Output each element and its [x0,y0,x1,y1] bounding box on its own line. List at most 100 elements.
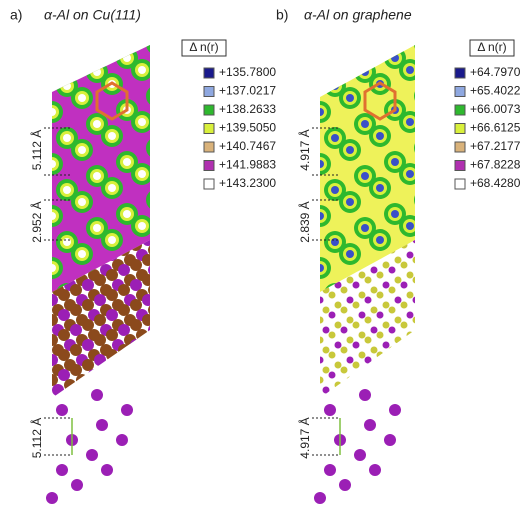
density-core [48,212,56,220]
density-ring [448,231,462,245]
legend-swatch [455,142,465,152]
substrate-atom [389,347,396,354]
density-core [33,96,41,104]
density-ring [429,97,451,119]
density-core [123,210,131,218]
density-ring [15,119,29,133]
density-ring [176,227,198,249]
density-core [436,208,444,216]
al-atom [91,389,103,401]
substrate-atom [58,289,70,301]
substrate-atom [124,354,136,366]
substrate-atom [329,372,336,379]
substrate-atom [323,347,330,354]
substrate-atom [419,207,426,214]
density-core [168,0,176,8]
substrate-atom [383,362,390,369]
density-ring [433,205,447,219]
substrate-atom [383,342,390,349]
density-core [93,68,101,76]
substrate-atom [118,264,130,276]
substrate-atom [347,297,354,304]
al-atom [121,404,133,416]
density-core [33,304,41,312]
substrate-atom [389,267,396,274]
substrate-atom [353,302,360,309]
density-core [168,208,176,216]
density-ring [279,271,301,293]
substrate-atom [317,357,324,364]
substrate-atom [136,349,148,361]
legend-label: +141.9883 [219,158,276,172]
al-atom [96,419,108,431]
density-ring [180,75,194,89]
substrate-atom [58,309,70,321]
density-ring [414,137,436,159]
density-core [451,78,459,86]
substrate-atom [335,302,342,309]
density-ring [161,45,183,67]
legend-label: +64.7970 [470,65,521,79]
density-core [63,134,71,142]
substrate-atom [335,322,342,329]
substrate-atom [407,312,414,319]
substrate-atom [419,287,426,294]
substrate-atom [407,272,414,279]
density-ring [176,19,198,41]
legend-swatch [455,179,465,189]
density-ring [298,249,312,263]
density-ring [150,141,164,155]
density-core [78,250,86,258]
density-ring [418,193,432,207]
dimension-label: 2.952 Å [29,201,44,242]
density-core [286,70,294,78]
substrate-atom [106,349,118,361]
dimension-label: 4.917 Å [297,417,312,458]
substrate-atom [395,357,402,364]
figure: a) α-Al on Cu(111) b) α-Al on graphene 5… [0,0,527,509]
density-ring [283,119,297,133]
substrate-atom [347,337,354,344]
density-core [421,248,429,256]
density-ring [414,33,436,55]
substrate-atom [94,274,106,286]
density-core [168,156,176,164]
substrate-atom [106,329,118,341]
density-ring [15,223,29,237]
density-ring [418,89,432,103]
density-ring [298,93,312,107]
legend-label: +140.7467 [219,139,276,153]
density-core [108,236,116,244]
substrate-atom [142,294,154,306]
substrate-atom [94,334,106,346]
density-core [286,122,294,130]
panel-title: α-Al on graphene [304,7,412,23]
density-ring [313,53,327,67]
density-core [376,184,384,192]
density-ring [418,245,432,259]
legend-label: +66.0073 [470,102,521,116]
al-atom [116,434,128,446]
density-ring [294,89,316,111]
density-core [346,146,354,154]
substrate-atom [359,352,366,359]
density-ring [444,19,466,41]
substrate-atom [341,287,348,294]
substrate-atom [130,319,142,331]
substrate-atom [70,324,82,336]
density-ring [283,171,297,185]
substrate-atom [130,259,142,271]
density-core [346,198,354,206]
substrate-atom [371,367,378,374]
density-core [93,120,101,128]
substrate-atom [329,332,336,339]
substrate-atom [353,282,360,289]
al-atom [46,492,58,504]
density-core [63,82,71,90]
legend-label: +65.4022 [470,84,521,98]
substrate-atom [94,354,106,366]
density-core [451,234,459,242]
legend-label: +135.7800 [219,65,276,79]
dimension-label: 2.839 Å [297,201,312,242]
density-core [93,172,101,180]
